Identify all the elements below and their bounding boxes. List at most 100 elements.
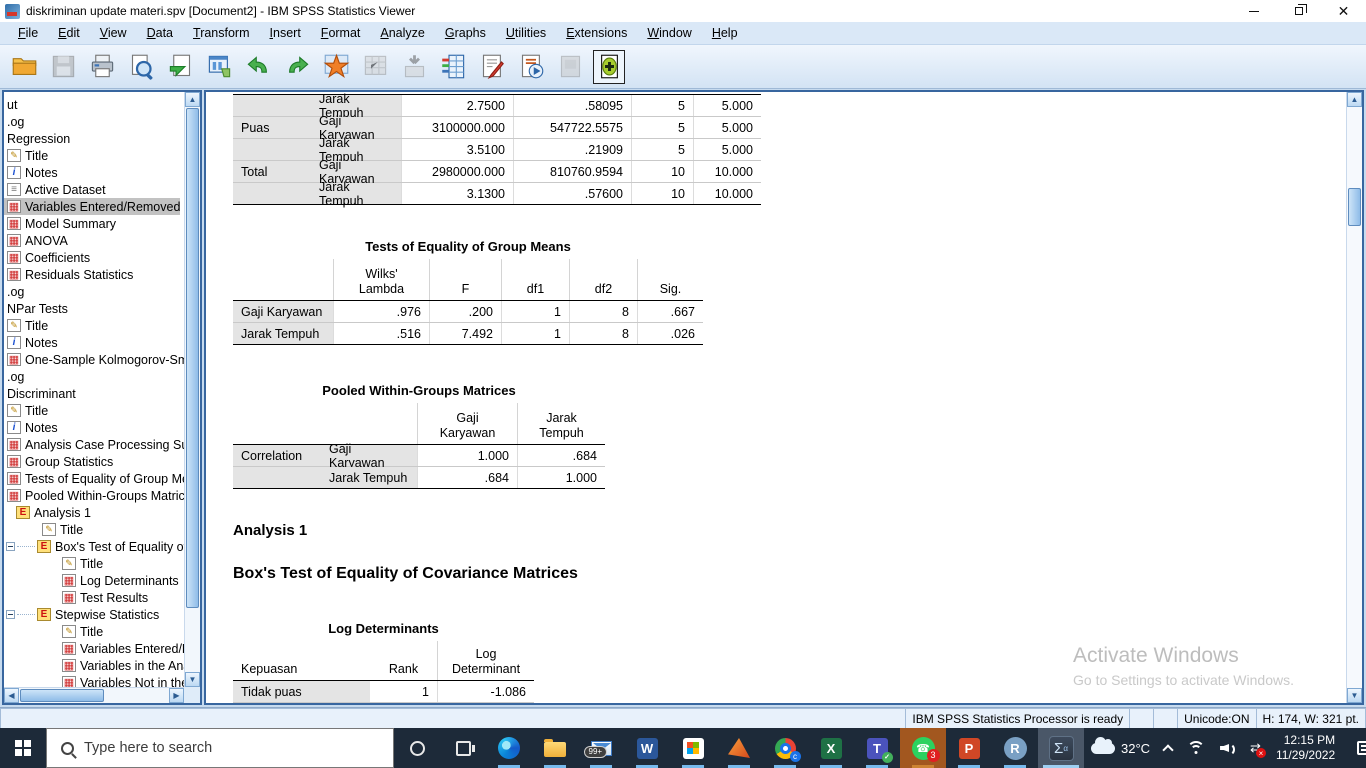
menu-item[interactable]: Data — [146, 26, 174, 40]
taskbar-search[interactable] — [46, 728, 394, 768]
tree-item[interactable]: Model Summary — [4, 215, 116, 232]
tree-item[interactable]: Regression — [4, 130, 70, 147]
tree-item[interactable]: Analysis 1 — [4, 504, 91, 521]
taskbar-app-mail[interactable]: 99+ — [578, 728, 624, 768]
scroll-up-icon[interactable]: ▲ — [1347, 92, 1362, 107]
tree-item[interactable]: Notes — [4, 334, 58, 351]
redo-button[interactable] — [281, 50, 313, 84]
taskbar-app-word[interactable]: W — [624, 728, 670, 768]
tree-item[interactable]: Test Results — [4, 589, 148, 606]
sidebar-vertical-scrollbar[interactable]: ▲ ▼ — [184, 92, 200, 687]
start-button[interactable] — [0, 728, 46, 768]
pooled-matrices-table[interactable]: Gaji Karyawan Jarak Tempuh Correlation G… — [233, 403, 605, 489]
menu-item[interactable]: Transform — [193, 26, 250, 40]
tree-item[interactable]: Title — [4, 521, 83, 538]
print-preview-button[interactable] — [125, 50, 157, 84]
tree-item[interactable]: One-Sample Kolmogorov-Sm — [4, 351, 184, 368]
scroll-left-icon[interactable]: ◀ — [4, 688, 19, 703]
minimize-button[interactable] — [1231, 0, 1276, 22]
network-button[interactable] — [1179, 728, 1213, 768]
tree-item[interactable]: .og — [4, 368, 24, 385]
tree-item[interactable]: Analysis Case Processing Su — [4, 436, 184, 453]
tree-item[interactable]: Active Dataset — [4, 181, 106, 198]
log-determinants-table[interactable]: Kepuasan Rank Log Determinant Tidak puas… — [233, 641, 534, 703]
open-button[interactable] — [8, 50, 40, 84]
action-center-button[interactable]: 34 — [1343, 728, 1366, 768]
taskbar-app-whatsapp[interactable]: 3 — [900, 728, 946, 768]
menu-item[interactable]: Insert — [269, 26, 301, 40]
tree-item[interactable]: Pooled Within-Groups Matric — [4, 487, 184, 504]
tree-item[interactable]: Title — [4, 555, 103, 572]
scrollbar-thumb[interactable] — [1348, 188, 1361, 226]
taskbar-app-excel[interactable]: X — [808, 728, 854, 768]
menu-item[interactable]: Help — [711, 26, 738, 40]
menu-item[interactable]: File — [18, 26, 39, 40]
tree-item[interactable]: Box's Test of Equality of C — [4, 538, 184, 555]
tree-item[interactable]: ANOVA — [4, 232, 68, 249]
task-view-button[interactable] — [440, 728, 486, 768]
tree-item[interactable]: Group Statistics — [4, 453, 113, 470]
tree-item[interactable]: Coefficients — [4, 249, 90, 266]
tree-item[interactable]: NPar Tests — [4, 300, 68, 317]
menu-item[interactable]: View — [99, 26, 127, 40]
menu-item[interactable]: Format — [320, 26, 361, 40]
menu-item[interactable]: Window — [647, 26, 692, 40]
print-button[interactable] — [86, 50, 118, 84]
select-last-output-button[interactable] — [554, 50, 586, 84]
tray-overflow-button[interactable] — [1157, 728, 1179, 768]
tree-item[interactable]: Title — [4, 623, 103, 640]
tree-item[interactable]: .og — [4, 283, 24, 300]
collapse-expander-icon[interactable] — [6, 610, 15, 619]
sync-status-button[interactable]: ⇄ — [1243, 728, 1268, 768]
recall-dialogs-button[interactable] — [203, 50, 235, 84]
group-statistics-table[interactable]: Jarak Tempuh 2.7500 .58095 5 5.000 Puas … — [233, 92, 761, 208]
taskbar-app-edge[interactable] — [486, 728, 532, 768]
tree-item[interactable]: Title — [4, 402, 48, 419]
menu-item[interactable]: Edit — [58, 26, 80, 40]
goto-case-button[interactable] — [359, 50, 391, 84]
tree-item[interactable]: Notes — [4, 164, 58, 181]
cortana-button[interactable] — [394, 728, 440, 768]
tree-item[interactable]: Notes — [4, 419, 58, 436]
tree-item[interactable]: Title — [4, 147, 48, 164]
tests-equality-table[interactable]: Wilks' Lambda F df1 df2 Sig. Gaji Karyaw… — [233, 259, 703, 345]
tree-item[interactable]: Log Determinants — [4, 572, 179, 589]
undo-button[interactable] — [242, 50, 274, 84]
tree-item[interactable]: Tests of Equality of Group Me — [4, 470, 184, 487]
taskbar-app-store[interactable] — [670, 728, 716, 768]
taskbar-app-r[interactable]: R — [992, 728, 1038, 768]
collapse-expander-icon[interactable] — [6, 542, 15, 551]
taskbar-app-powerpoint[interactable]: P — [946, 728, 992, 768]
tree-item[interactable]: Variables in the Ana — [4, 657, 184, 674]
scroll-up-icon[interactable]: ▲ — [185, 92, 200, 107]
scroll-right-icon[interactable]: ▶ — [169, 688, 184, 703]
tree-item[interactable]: Variables Entered/R — [4, 640, 184, 657]
tree-item[interactable]: Variables Not in the — [4, 674, 184, 687]
weather-widget[interactable]: 32°C — [1084, 728, 1157, 768]
volume-button[interactable] — [1213, 728, 1243, 768]
tree-item[interactable]: ut — [4, 96, 17, 113]
goto-variable-button[interactable] — [398, 50, 430, 84]
content-vertical-scrollbar[interactable]: ▲ ▼ — [1346, 92, 1362, 703]
close-button[interactable]: ✕ — [1337, 3, 1350, 19]
tree-item[interactable]: .og — [4, 113, 24, 130]
taskbar-app-matlab[interactable] — [716, 728, 762, 768]
tree-item[interactable]: Discriminant — [4, 385, 76, 402]
save-button[interactable] — [47, 50, 79, 84]
variables-button[interactable] — [437, 50, 469, 84]
menu-item[interactable]: Extensions — [566, 26, 628, 40]
taskbar-app-file-explorer[interactable] — [532, 728, 578, 768]
run-script-button[interactable] — [515, 50, 547, 84]
tree-item[interactable]: Variables Entered/Removed — [4, 198, 181, 215]
menu-item[interactable]: Analyze — [380, 26, 425, 40]
edit-output-button[interactable] — [476, 50, 508, 84]
goto-favorites-button[interactable] — [320, 50, 352, 84]
search-input[interactable] — [84, 740, 334, 756]
clock[interactable]: 12:15 PM 11/29/2022 — [1268, 728, 1343, 768]
tree-item[interactable]: Residuals Statistics — [4, 266, 133, 283]
menu-item[interactable]: Utilities — [505, 26, 547, 40]
taskbar-app-chrome[interactable] — [762, 728, 808, 768]
scroll-down-icon[interactable]: ▼ — [185, 672, 200, 687]
tree-item[interactable]: Stepwise Statistics — [4, 606, 159, 623]
